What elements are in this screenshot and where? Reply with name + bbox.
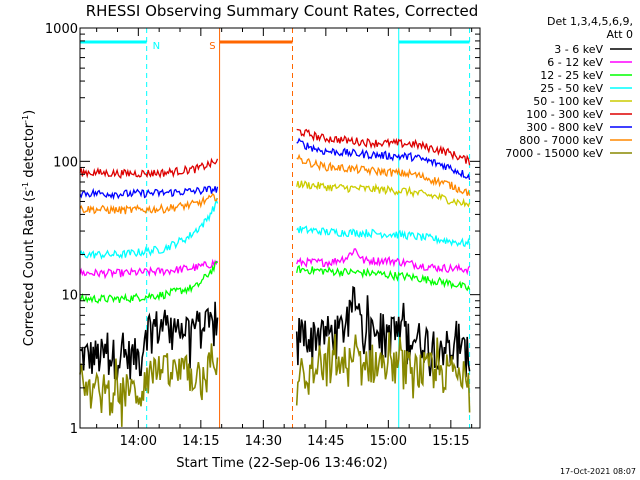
legend-item-300-800-kev: 300 - 800 keV (526, 121, 632, 134)
series-6-12-kev (79, 248, 471, 280)
x-tick-label: 14:30 (245, 434, 282, 449)
legend-item-12-25-kev: 12 - 25 keV (540, 69, 632, 82)
legend-label: 300 - 800 keV (526, 121, 603, 134)
y-label-sup-1: -1 (21, 182, 30, 190)
x-tick-label: 14:00 (120, 434, 157, 449)
y-tick-label: 10 (61, 289, 78, 304)
series-25-50-kev (79, 197, 471, 260)
legend-item-6-12-kev: 6 - 12 keV (547, 56, 632, 69)
legend-label: 25 - 50 keV (540, 82, 603, 95)
series-line (296, 180, 471, 208)
series-line (79, 260, 218, 304)
y-tick-label: 1000 (45, 22, 78, 37)
series-line (79, 192, 219, 215)
y-tick-label: 1 (70, 422, 78, 437)
y-label-mid: detector (22, 122, 37, 182)
series-7000-15000-kev (79, 332, 471, 427)
series-line (296, 264, 471, 292)
series-100-300-kev (79, 128, 471, 179)
legend-header-2: Att 0 (607, 28, 633, 41)
series-line (79, 185, 219, 201)
y-axis-label: Corrected Count Rate (s-1 detector-1) (21, 110, 37, 346)
series-line (295, 332, 471, 413)
axis-ticks: 14:00 14:15 14:30 14:45 15:00 15:15 1 10 100 1000 (45, 22, 480, 449)
marker-1-s: S (209, 28, 293, 428)
series-group (79, 128, 471, 427)
series-line (79, 197, 219, 260)
series-300-800-kev (79, 137, 471, 201)
legend-item-3-6-kev: 3 - 6 keV (554, 43, 632, 56)
marker-label: N (153, 41, 160, 52)
series-line (296, 225, 471, 248)
legend-label: 6 - 12 keV (547, 56, 603, 69)
x-tick-label: 14:45 (307, 434, 344, 449)
legend-label: 50 - 100 keV (533, 95, 603, 108)
series-line (79, 301, 219, 381)
series-800-7000-kev (79, 153, 471, 215)
series-line (296, 248, 471, 276)
plot-frame (79, 27, 481, 429)
legend-label: 100 - 300 keV (526, 108, 603, 121)
legend-header-1: Det 1,3,4,5,6,9, (547, 15, 633, 28)
legend-item-50-100-kev: 50 - 100 keV (533, 95, 632, 108)
series-12-25-kev (79, 260, 471, 304)
series-50-100-kev (296, 180, 471, 208)
legend-label: 12 - 25 keV (540, 69, 603, 82)
x-tick-label: 15:00 (370, 434, 407, 449)
legend-label: 7000 - 15000 keV (505, 147, 603, 160)
legend-label: 800 - 7000 keV (519, 134, 603, 147)
legend-item-7000-15000-kev: 7000 - 15000 keV (505, 147, 632, 160)
x-axis-label: Start Time (22-Sep-06 13:46:02) (176, 456, 387, 471)
y-tick-label: 100 (53, 155, 78, 170)
series-line (296, 137, 471, 180)
legend-item-25-50-kev: 25 - 50 keV (540, 82, 632, 95)
chart-title: RHESSI Observing Summary Count Rates, Co… (86, 2, 479, 20)
legend-label: 3 - 6 keV (554, 43, 603, 56)
x-tick-label: 15:15 (432, 434, 469, 449)
series-line (296, 153, 471, 196)
legend-item-800-7000-kev: 800 - 7000 keV (519, 134, 632, 147)
x-tick-label: 14:15 (182, 434, 219, 449)
timestamp: 17-Oct-2021 08:07 (560, 467, 636, 476)
marker-label: S (209, 41, 215, 52)
series-line (295, 285, 471, 378)
legend-item-100-300-kev: 100 - 300 keV (526, 108, 632, 121)
series-line (79, 157, 219, 179)
y-label-main: Corrected Count Rate (s (22, 190, 37, 347)
series-line (79, 343, 219, 427)
series-3-6-kev (79, 285, 471, 381)
series-line (296, 128, 471, 166)
y-label-end: ) (22, 110, 37, 115)
series-line (79, 258, 219, 280)
y-label-sup-2: -1 (21, 115, 30, 123)
